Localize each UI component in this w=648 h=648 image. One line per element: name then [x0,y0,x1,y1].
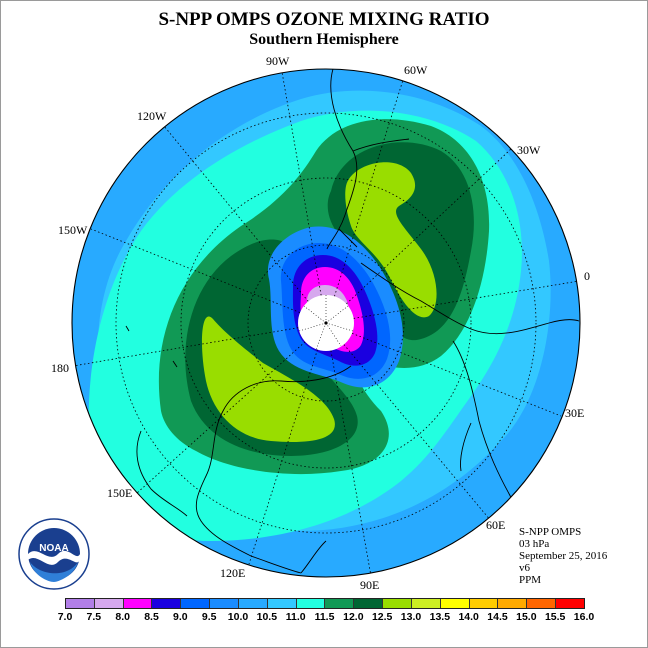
map-border [71,68,581,578]
lon-label-60e: 60E [486,518,506,532]
colorbar-tick-label: 8.0 [115,611,130,623]
colorbar-tick-label: 16.0 [573,611,595,623]
lon-label-0: 0 [584,269,590,283]
colorbar-cell [354,599,384,608]
lon-label-120w: 120W [137,109,167,123]
info-version: v6 [519,562,530,574]
page-title: S-NPP OMPS OZONE MIXING RATIO [158,9,490,30]
colorbar-cell [267,599,297,608]
south-pole-marker [324,321,328,325]
info-units: PPM [519,574,542,586]
colorbar-tick-label: 15.0 [516,611,537,623]
colorbar-cell [469,599,499,608]
info-date: September 25, 2016 [519,550,608,562]
colorbar-tick-label: 14.5 [487,611,508,623]
noaa-logo: NOAA [18,518,90,590]
colorbar-tick-label: 10.0 [227,611,249,623]
colorbar-cell [383,599,412,608]
lon-label-150w: 150W [58,223,88,237]
colorbar-tick-label: 11.5 [314,611,335,623]
colorbar-cell [527,599,557,608]
lon-label-30e: 30E [565,406,585,420]
colorbar-cell [210,599,239,608]
colorbar-cell [556,599,584,608]
colorbar-cell [238,599,268,608]
colorbar-cell [152,599,182,608]
colorbar-tick-label: 8.5 [144,611,159,623]
colorbar-tick-label: 7.5 [86,611,102,623]
coastlines [125,69,580,574]
colorbar-tick-label: 9.5 [201,611,217,623]
colorbar-cell [123,599,153,608]
lon-label-90e: 90E [360,578,380,592]
colorbar-tick-label: 13.5 [429,611,451,623]
info-instrument: S-NPP OMPS [519,526,582,538]
colorbar-tick-label: 15.5 [544,611,566,623]
lon-label-30w: 30W [517,143,541,157]
lon-label-180: 180 [51,361,69,375]
colorbar-cell [498,599,528,608]
colorbar-cell [94,599,124,608]
colorbar-tick-label: 9.0 [173,611,188,623]
page-subtitle: Southern Hemisphere [249,31,399,48]
colorbar-tick-label: 11.0 [285,611,306,623]
lon-label-90w: 90W [266,54,290,68]
ozone-field-12-5 [201,162,437,442]
colorbar [65,598,585,609]
colorbar-cell [181,599,211,608]
lon-label-120e: 120E [220,566,246,580]
graticule [72,71,580,577]
lon-label-60w: 60W [404,63,428,77]
colorbar-tick-label: 12.5 [371,611,393,623]
info-level: 03 hPa [519,538,550,550]
colorbar-cell [325,599,355,608]
lon-label-150e: 150E [107,486,133,500]
colorbar-cell [66,599,95,608]
colorbar-cell [440,599,470,608]
colorbar-cell [296,599,326,608]
colorbar-tick-label: 7.0 [57,611,73,623]
colorbar-tick-label: 12.0 [343,611,364,623]
colorbar-tick-label: 10.5 [256,611,278,623]
colorbar-cell [411,599,441,608]
colorbar-ticks: 7.0 7.5 8.0 8.5 9.0 9.5 10.0 10.5 11.0 11.5 12.0 12… [1,611,647,625]
colorbar-tick-label: 14.0 [458,611,479,623]
product-info: S-NPP OMPS 03 hPa September 25, 2016 v6 … [519,526,607,586]
noaa-logo-text: NOAA [39,543,68,554]
colorbar-tick-label: 13.0 [400,611,422,623]
